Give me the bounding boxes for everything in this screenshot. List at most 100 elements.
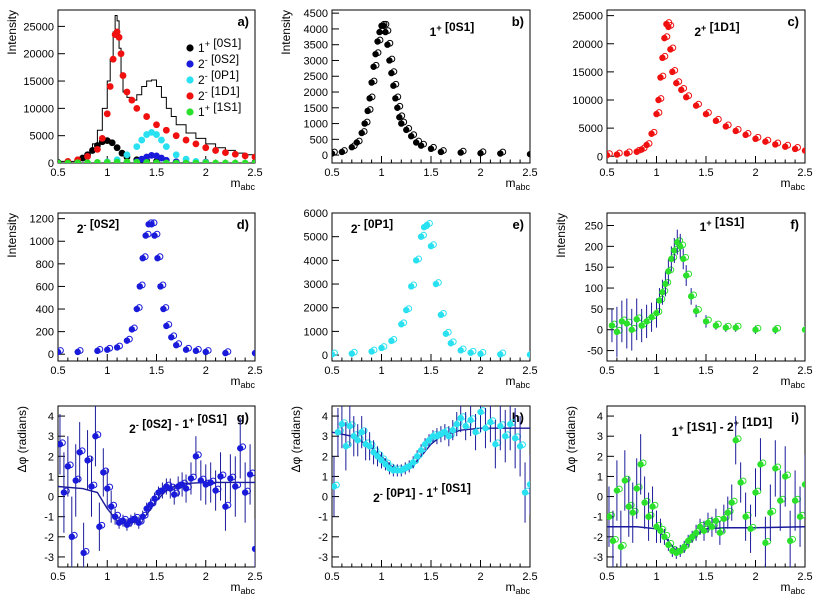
- data-point-open: [734, 126, 742, 133]
- data-point-open: [635, 483, 643, 491]
- y-tick-label: 5000: [30, 131, 54, 143]
- data-point-open: [400, 118, 408, 126]
- data-point-open: [363, 118, 371, 126]
- y-tick-label: -1: [318, 512, 328, 524]
- x-tick-label: 1.5: [149, 571, 164, 583]
- data-point-open: [372, 61, 380, 69]
- panel-e: 0.5 1 1.5 2 2.5 0 1000 2000 3000 4000 5000 6000 mabc…: [304, 208, 538, 390]
- data-point-open: [144, 230, 152, 238]
- data-point-open: [608, 511, 615, 519]
- data-point-open: [804, 480, 805, 486]
- y-tick-label: 10000: [23, 103, 54, 115]
- data-layer: [608, 229, 805, 357]
- y-tick-label: 3: [597, 431, 603, 443]
- y-tick-label: 10000: [572, 95, 603, 107]
- x-tick-label: 1.5: [698, 365, 713, 377]
- data-point-open: [341, 419, 348, 426]
- point-1S1: [113, 158, 121, 163]
- y-tick-label: 600: [36, 281, 54, 293]
- y-tick-label: 2: [48, 451, 54, 463]
- data-point-open: [370, 77, 378, 85]
- data-point-open: [350, 348, 358, 356]
- point-1D1: [202, 144, 210, 152]
- data-point-open: [734, 322, 742, 330]
- data-point-open: [435, 279, 442, 286]
- data-point-open: [459, 147, 467, 155]
- x-tick-label: 1: [104, 167, 110, 179]
- x-tick-label: 0.5: [324, 571, 339, 583]
- data-point-open: [524, 487, 530, 495]
- point-1D1: [103, 110, 111, 118]
- panel-title: 2- [0S2]: [77, 217, 119, 236]
- x-tick-label: 1: [653, 571, 659, 583]
- legend-marker-1D1: [186, 92, 194, 100]
- data-point-open: [430, 241, 437, 249]
- data-point-open: [224, 501, 232, 509]
- y-tick-label: 2000: [304, 87, 328, 99]
- y-tick-label: 3000: [304, 55, 328, 67]
- y-tick-label: 250: [585, 221, 603, 233]
- data-point-open: [659, 72, 667, 80]
- x-axis-label: mabc: [230, 580, 255, 596]
- data-point-open: [420, 140, 427, 148]
- y-tick-label: 200: [585, 241, 603, 253]
- data-point-open: [86, 455, 94, 463]
- point-0S2: [148, 151, 155, 159]
- data-point-open: [58, 347, 64, 354]
- data-point-open: [804, 146, 805, 152]
- y-tick-label: 0: [322, 492, 328, 504]
- data-point-open: [715, 115, 722, 123]
- x-tick-label: 1.5: [149, 167, 164, 179]
- data-point-open: [703, 525, 710, 533]
- y-tick-label: 2500: [304, 71, 328, 83]
- panel-title: 2- [0P1] - 1+ [0S1]: [373, 481, 471, 505]
- data-point-open: [444, 328, 452, 336]
- panel-tag: g): [237, 410, 249, 425]
- x-axis-label: mabc: [230, 176, 255, 192]
- data-point-open: [744, 129, 752, 137]
- data-point-open: [405, 305, 413, 312]
- y-tick-label: 2: [322, 451, 328, 463]
- x-tick-label: 1: [104, 571, 110, 583]
- x-tick-label: 1.5: [149, 365, 164, 377]
- x-tick-label: 2.5: [247, 571, 262, 583]
- data-layer: [58, 219, 255, 357]
- data-point-open: [631, 507, 639, 515]
- data-point-open: [627, 501, 635, 509]
- y-tick-label: 3000: [304, 279, 328, 291]
- panel-title: 2- [0P1]: [351, 217, 393, 236]
- data-point-open: [774, 324, 782, 332]
- y-tick-label: 3500: [304, 40, 328, 52]
- x-tick-label: 0.5: [599, 571, 614, 583]
- data-point-open: [74, 475, 82, 483]
- y-tick-label: 400: [36, 304, 54, 316]
- legend-label-1D1: 2- [1D1]: [198, 84, 240, 103]
- x-tick-label: 1: [104, 365, 110, 377]
- data-point-open: [784, 141, 792, 149]
- point-1S1: [143, 159, 151, 163]
- panel-title: 1+ [0S1]: [430, 20, 475, 39]
- point-1S1: [192, 159, 200, 163]
- x-tick-label: 1.5: [423, 365, 438, 377]
- data-point-open: [643, 497, 651, 505]
- panel-tag: f): [790, 217, 799, 232]
- data-point-open: [130, 324, 138, 332]
- data-point-open: [386, 39, 394, 47]
- data-point-open: [657, 95, 665, 102]
- legend-label-1S1: 1+ [1S1]: [198, 100, 241, 119]
- point-1S1: [241, 159, 249, 163]
- data-point-open: [410, 281, 418, 289]
- data-point-open: [479, 148, 487, 156]
- x-tick-label: 2.5: [247, 167, 262, 179]
- y-axis-label: Intensity: [5, 213, 19, 258]
- y-tick-label: -3: [44, 552, 54, 564]
- y-axis-label: Intensity: [279, 10, 293, 55]
- point-1S1: [212, 159, 219, 163]
- data-point-open: [695, 306, 702, 313]
- y-tick-label: 3: [322, 431, 328, 443]
- data-point-open: [138, 281, 146, 289]
- point-1D1: [241, 152, 249, 160]
- y-tick-label: 0: [597, 492, 603, 504]
- data-point-open: [400, 319, 408, 327]
- data-point-open: [529, 480, 530, 486]
